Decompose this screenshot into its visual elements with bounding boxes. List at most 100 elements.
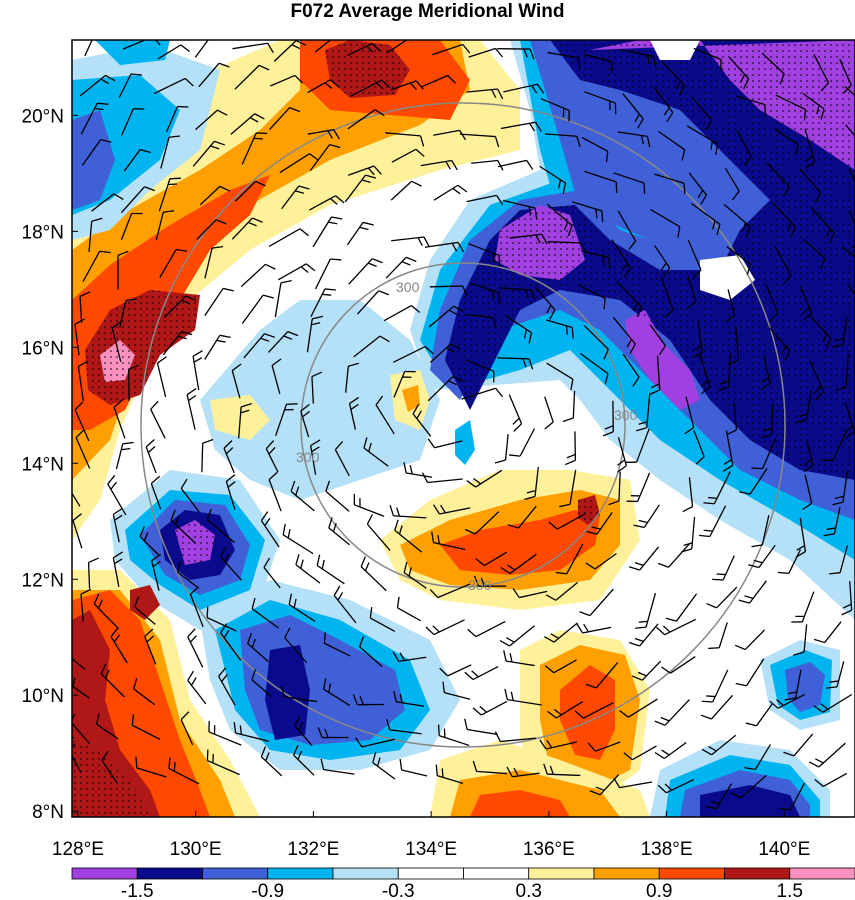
wind-barb <box>88 217 103 252</box>
wind-barb <box>150 400 166 439</box>
wind-barb <box>503 650 535 667</box>
wind-barb <box>524 466 539 500</box>
wind-barb <box>300 403 310 438</box>
wind-barb <box>294 715 313 747</box>
wind-barb <box>717 352 732 392</box>
wind-barb <box>251 597 279 629</box>
wind-barb <box>353 335 390 358</box>
wind-barb <box>346 42 381 57</box>
wind-barb <box>72 478 81 507</box>
wind-barb <box>503 83 545 94</box>
wind-barb <box>628 546 660 571</box>
wind-barb <box>583 53 614 73</box>
wind-barb <box>135 756 167 778</box>
wind-barb <box>159 248 188 278</box>
wind-barb <box>383 304 421 322</box>
wind-barb <box>271 358 282 395</box>
wind-barb <box>712 555 735 581</box>
wind-barb <box>584 91 617 115</box>
colorbar-swatch <box>267 867 334 880</box>
x-tick-label: 130°E <box>170 839 222 860</box>
wind-barb <box>390 80 424 91</box>
wind-barb <box>682 477 694 513</box>
wind-barb <box>100 663 125 698</box>
wind-barb <box>75 429 91 469</box>
wind-barb <box>761 403 774 439</box>
wind-barb <box>631 660 662 681</box>
wind-barb <box>268 228 309 248</box>
wind-barb <box>748 544 776 569</box>
y-tick-label: 10°N <box>22 686 64 707</box>
wind-barb <box>612 316 636 354</box>
wind-barb <box>277 263 316 281</box>
wind-barb <box>274 279 292 318</box>
wind-barb <box>466 313 497 329</box>
warm-stipple-1 <box>85 290 200 405</box>
wind-barb <box>87 557 99 589</box>
wind-barb <box>195 109 228 131</box>
wind-barb <box>241 132 268 165</box>
wind-barb <box>80 588 92 622</box>
wind-barb <box>505 315 533 344</box>
wind-barb <box>688 172 708 205</box>
wind-barb <box>72 657 86 670</box>
wind-barb <box>274 403 298 436</box>
wind-barb <box>241 294 274 324</box>
y-tick-label: 14°N <box>22 454 64 475</box>
wind-barb <box>581 250 611 269</box>
wind-barb <box>385 132 425 147</box>
wind-barb <box>79 74 116 97</box>
wind-barb <box>234 180 266 202</box>
se-cool-navy <box>700 785 800 817</box>
wind-barb <box>726 246 751 275</box>
wind-barb <box>693 47 722 71</box>
wind-barb <box>497 159 534 170</box>
wind-barb <box>359 636 383 668</box>
wind-barb <box>848 167 855 208</box>
wind-barb <box>307 128 340 140</box>
wind-barb <box>461 387 504 400</box>
wind-barb <box>473 575 507 587</box>
wind-barb <box>472 700 508 716</box>
wind-barb <box>206 509 236 544</box>
wind-barb <box>744 744 772 771</box>
wind-barb <box>602 400 614 437</box>
wind-barb <box>369 607 396 632</box>
cool-nw-blue <box>72 110 115 210</box>
wind-barb <box>802 92 825 120</box>
colorbar-swatch <box>136 867 203 880</box>
wind-barb <box>176 561 200 589</box>
colorbar-swatch <box>528 867 595 880</box>
wind-barb <box>281 685 318 703</box>
wind-barb <box>698 353 711 395</box>
wind-barb <box>168 757 200 785</box>
wind-barb <box>544 396 554 430</box>
wind-barb <box>579 588 614 617</box>
wind-barb <box>424 241 465 253</box>
wind-barb <box>784 669 802 701</box>
wind-barb <box>706 586 738 609</box>
wind-barb <box>459 133 500 148</box>
wind-barb <box>293 744 315 776</box>
wind-barb <box>467 620 506 638</box>
wind-barb <box>180 711 194 745</box>
wind-barb <box>723 430 734 472</box>
wind-barb <box>464 511 500 535</box>
wind-barb <box>698 505 727 538</box>
wind-barb <box>813 693 853 713</box>
wind-barb <box>84 40 93 57</box>
wind-barb <box>208 720 242 746</box>
wind-barb <box>574 702 614 719</box>
wind-barb <box>206 749 240 776</box>
wind-barb <box>736 95 767 116</box>
wind-barb <box>617 437 627 473</box>
wind-barb <box>821 429 848 462</box>
wind-barb <box>392 651 427 662</box>
wind-barb <box>725 289 736 323</box>
wind-barb <box>112 507 123 543</box>
y-tick-label: 18°N <box>22 222 64 243</box>
wind-barb <box>357 290 390 315</box>
central-light <box>200 300 440 500</box>
wind-barb <box>107 475 127 516</box>
